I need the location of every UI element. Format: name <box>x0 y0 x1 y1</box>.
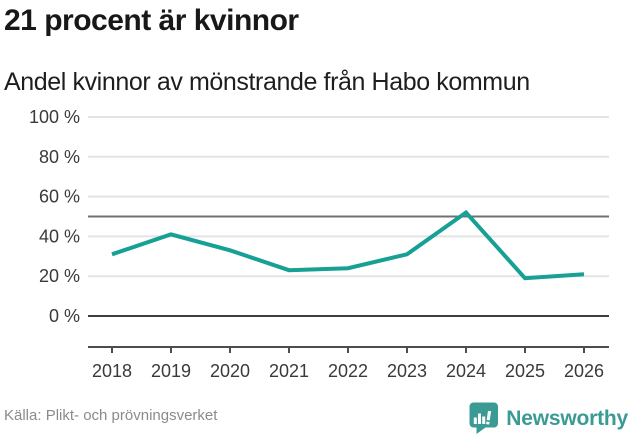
y-tick-label-60: 60 % <box>39 187 80 207</box>
newsworthy-logo-icon <box>469 402 499 434</box>
line-chart: 0 % 20 % 40 % 60 % 80 % 100 % 2018 2019 2020 2021… <box>29 107 609 381</box>
newsworthy-logo: Newsworthy <box>469 402 628 435</box>
x-tick-label-2021: 2021 <box>269 361 309 381</box>
source-attribution: Källa: Plikt- och prövningsverket <box>4 407 218 424</box>
y-tick-label-20: 20 % <box>39 266 80 286</box>
logo-bars <box>474 410 492 425</box>
x-tick-label-2023: 2023 <box>387 361 427 381</box>
x-tick-label-2024: 2024 <box>446 361 486 381</box>
y-tick-label-80: 80 % <box>39 147 80 167</box>
y-tick-label-0: 0 % <box>49 306 80 326</box>
x-tick-label-2019: 2019 <box>151 361 191 381</box>
x-tick-label-2022: 2022 <box>328 361 368 381</box>
x-tick-label-2020: 2020 <box>210 361 250 381</box>
data-line <box>111 209 585 281</box>
newsworthy-wordmark: Newsworthy <box>506 407 628 430</box>
x-tick-label-2025: 2025 <box>505 361 545 381</box>
x-tick-label-2018: 2018 <box>92 361 132 381</box>
chart-subtitle: Andel kvinnor av mönstrande från Habo ko… <box>4 68 530 96</box>
chart-title: 21 procent är kvinnor <box>4 4 299 37</box>
x-tick-label-2026: 2026 <box>564 361 604 381</box>
y-tick-label-40: 40 % <box>39 226 80 246</box>
y-tick-label-100: 100 % <box>29 107 80 127</box>
